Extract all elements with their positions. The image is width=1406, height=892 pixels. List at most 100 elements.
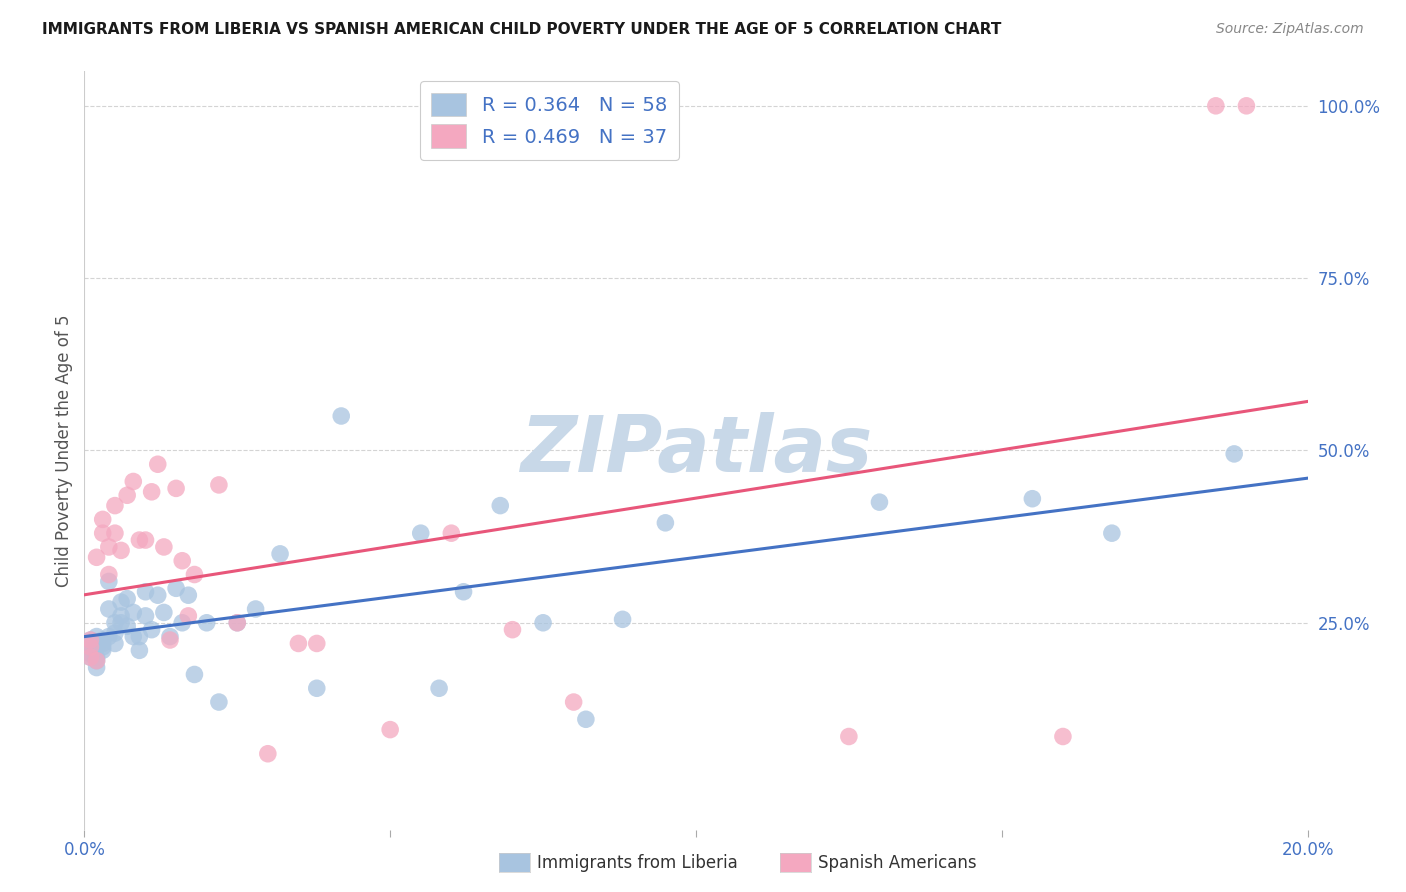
Point xyxy=(305,681,328,696)
Point xyxy=(146,588,169,602)
Point xyxy=(79,636,101,650)
Point xyxy=(226,615,249,630)
Point xyxy=(153,606,176,620)
Point xyxy=(128,630,150,644)
Point xyxy=(79,640,101,654)
Point xyxy=(97,602,120,616)
Point xyxy=(195,615,218,630)
Point xyxy=(86,550,108,565)
Point xyxy=(141,484,163,499)
Point xyxy=(1205,99,1227,113)
Point xyxy=(135,584,157,599)
Point xyxy=(86,660,108,674)
Text: Source: ZipAtlas.com: Source: ZipAtlas.com xyxy=(1216,22,1364,37)
Point xyxy=(104,526,127,541)
Point xyxy=(104,626,127,640)
Point xyxy=(153,540,176,554)
Point xyxy=(177,588,200,602)
Point xyxy=(91,643,114,657)
Point xyxy=(172,615,194,630)
Point xyxy=(97,630,120,644)
Point xyxy=(135,533,157,547)
Point xyxy=(440,526,463,541)
Point xyxy=(1052,730,1074,744)
Point xyxy=(79,650,101,665)
Point xyxy=(208,478,231,492)
Point xyxy=(86,650,108,665)
Point xyxy=(562,695,585,709)
Point xyxy=(122,630,145,644)
Point xyxy=(110,608,132,623)
Point xyxy=(79,650,101,665)
Point xyxy=(110,543,132,558)
Point xyxy=(427,681,450,696)
Point xyxy=(165,582,187,596)
Point xyxy=(183,667,205,681)
Point xyxy=(183,567,205,582)
Point xyxy=(287,636,309,650)
Point xyxy=(122,606,145,620)
Text: IMMIGRANTS FROM LIBERIA VS SPANISH AMERICAN CHILD POVERTY UNDER THE AGE OF 5 COR: IMMIGRANTS FROM LIBERIA VS SPANISH AMERI… xyxy=(42,22,1001,37)
Point xyxy=(489,499,512,513)
Point xyxy=(575,712,598,726)
Point xyxy=(380,723,402,737)
Point xyxy=(91,512,114,526)
Text: Immigrants from Liberia: Immigrants from Liberia xyxy=(537,854,738,871)
Point xyxy=(79,633,101,648)
Point xyxy=(110,595,132,609)
Point xyxy=(330,409,353,423)
Point xyxy=(86,654,108,668)
Point xyxy=(128,643,150,657)
Point xyxy=(91,633,114,648)
Point xyxy=(135,608,157,623)
Point xyxy=(91,636,114,650)
Point xyxy=(110,615,132,630)
Point xyxy=(165,482,187,496)
Point xyxy=(177,608,200,623)
Point xyxy=(612,612,634,626)
Point xyxy=(159,633,181,648)
Point xyxy=(159,630,181,644)
Point xyxy=(1236,99,1258,113)
Point xyxy=(1223,447,1246,461)
Y-axis label: Child Poverty Under the Age of 5: Child Poverty Under the Age of 5 xyxy=(55,314,73,587)
Point xyxy=(531,615,554,630)
Point xyxy=(1021,491,1043,506)
Point xyxy=(86,640,108,654)
Point xyxy=(91,526,114,541)
Text: ZIPatlas: ZIPatlas xyxy=(520,412,872,489)
Point xyxy=(91,640,114,654)
Point xyxy=(97,540,120,554)
Text: Spanish Americans: Spanish Americans xyxy=(818,854,977,871)
Point xyxy=(86,654,108,668)
Point xyxy=(838,730,860,744)
Point xyxy=(79,647,101,661)
Point xyxy=(869,495,891,509)
Point xyxy=(1101,526,1123,541)
Point xyxy=(97,567,120,582)
Point xyxy=(208,695,231,709)
Point xyxy=(79,633,101,648)
Point xyxy=(146,457,169,471)
Point xyxy=(453,584,475,599)
Point xyxy=(305,636,328,650)
Point xyxy=(141,623,163,637)
Point xyxy=(104,615,127,630)
Point xyxy=(245,602,267,616)
Point xyxy=(97,574,120,589)
Point xyxy=(409,526,432,541)
Point xyxy=(115,619,138,633)
Point xyxy=(128,533,150,547)
Point xyxy=(257,747,280,761)
Point xyxy=(269,547,291,561)
Point xyxy=(502,623,524,637)
Point xyxy=(115,488,138,502)
Point xyxy=(654,516,676,530)
Point xyxy=(122,475,145,489)
Point xyxy=(104,499,127,513)
Point xyxy=(172,554,194,568)
Point xyxy=(86,630,108,644)
Point xyxy=(226,615,249,630)
Legend: R = 0.364   N = 58, R = 0.469   N = 37: R = 0.364 N = 58, R = 0.469 N = 37 xyxy=(419,81,679,160)
Point xyxy=(115,591,138,606)
